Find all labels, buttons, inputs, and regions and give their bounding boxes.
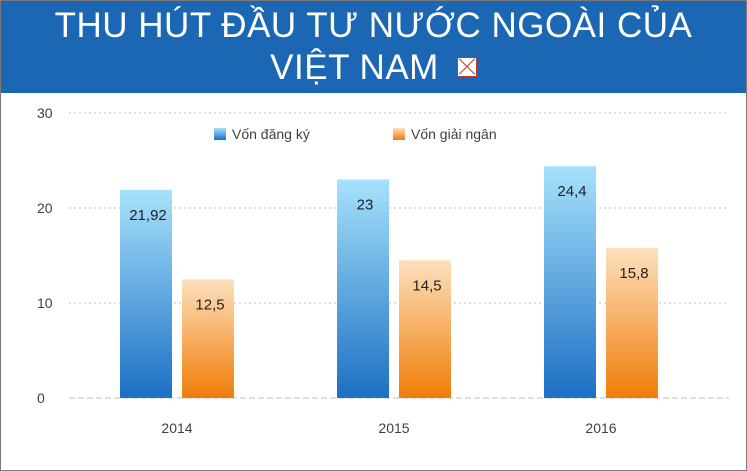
y-tick-label-0: 0: [37, 390, 45, 406]
bar-series1-2014: [182, 279, 234, 398]
x-tick-label-2014: 2014: [161, 420, 192, 436]
bar-series0-2015: [337, 179, 389, 398]
data-label-series0-2016: 24,4: [557, 183, 586, 200]
data-label-series0-2015: 23: [357, 197, 374, 214]
data-label-series1-2016: 15,8: [619, 265, 648, 282]
bar-series0-2016: [544, 166, 596, 398]
legend-label-1: Vốn giải ngân: [411, 126, 497, 142]
legend-swatch-1: [393, 128, 405, 140]
y-tick-label-20: 20: [37, 200, 53, 216]
data-label-series1-2014: 12,5: [195, 296, 224, 313]
x-tick-label-2016: 2016: [585, 420, 616, 436]
bar-series1-2016: [606, 247, 658, 398]
data-label-series0-2014: 21,92: [129, 207, 167, 224]
data-label-series1-2015: 14,5: [412, 277, 441, 294]
broken-image-icon: [456, 56, 477, 77]
legend-swatch-0: [214, 128, 226, 140]
chart-title-line2: VIỆT NAM: [270, 48, 439, 87]
bar-series1-2015: [399, 260, 451, 398]
x-tick-label-2015: 2015: [378, 420, 409, 436]
chart-title-line1: THU HÚT ĐẦU TƯ NƯỚC NGOÀI CỦA: [54, 6, 693, 45]
legend-label-0: Vốn đăng ký: [232, 126, 310, 142]
bar-series0-2014: [120, 189, 172, 398]
chart-title-line2-row: VIỆT NAM: [1, 47, 746, 89]
title-banner: THU HÚT ĐẦU TƯ NƯỚC NGOÀI CỦA VIỆT NAM: [1, 1, 746, 93]
y-tick-label-30: 30: [37, 105, 53, 121]
y-tick-label-10: 10: [37, 295, 53, 311]
